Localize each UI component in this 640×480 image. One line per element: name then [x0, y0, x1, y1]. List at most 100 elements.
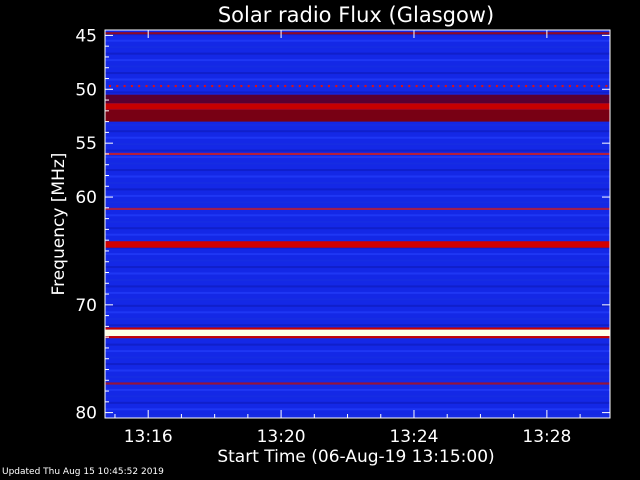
- heatmap-dot: [262, 84, 265, 88]
- heatmap-dot: [401, 84, 403, 88]
- heatmap-texture-stripe: [105, 59, 610, 62]
- heatmap-dot: [196, 84, 199, 88]
- heatmap-dot: [189, 84, 192, 88]
- x-tick-label: 13:28: [522, 427, 571, 447]
- heatmap-texture-stripe: [105, 304, 610, 307]
- heatmap-texture-stripe: [105, 156, 610, 159]
- x-tick-label: 13:16: [124, 427, 173, 447]
- heatmap-texture-stripe: [105, 369, 610, 372]
- heatmap-dot: [495, 84, 498, 88]
- heatmap-dot: [269, 84, 272, 88]
- heatmap-texture-stripe: [105, 220, 610, 223]
- heatmap-dot: [233, 84, 236, 88]
- heatmap-dot: [408, 84, 411, 88]
- heatmap-dot: [109, 84, 111, 88]
- heatmap-band-faint-red: [105, 382, 610, 385]
- heatmap-band-dark-red: [105, 109, 610, 122]
- heatmap-dot: [379, 84, 382, 88]
- heatmap-texture-stripe: [105, 136, 610, 139]
- heatmap-dot: [547, 84, 549, 88]
- heatmap-texture-stripe: [105, 317, 610, 320]
- heatmap-band-red: [105, 336, 610, 339]
- heatmap-texture-stripe: [105, 266, 610, 269]
- heatmap-dot: [605, 84, 608, 88]
- heatmap-texture-stripe: [105, 356, 610, 359]
- heatmap-dot: [430, 84, 433, 88]
- heatmap-band-red: [105, 327, 610, 330]
- heatmap-texture-stripe: [105, 259, 610, 262]
- heatmap-texture-stripe: [105, 91, 610, 94]
- heatmap-texture-stripe: [105, 285, 610, 288]
- heatmap-dot: [598, 84, 601, 88]
- heatmap-dot: [342, 84, 345, 88]
- heatmap-band-red: [105, 103, 610, 110]
- heatmap-texture-stripe: [105, 233, 610, 236]
- heatmap-dot: [320, 84, 323, 88]
- heatmap-dot: [488, 84, 491, 88]
- heatmap-dot: [415, 84, 418, 88]
- heatmap-dot: [276, 84, 279, 88]
- heatmap-texture-stripe: [105, 78, 610, 81]
- heatmap-texture-stripe: [105, 414, 610, 417]
- heatmap-dot: [123, 84, 126, 88]
- heatmap-dot: [437, 84, 440, 88]
- x-tick-label: 13:24: [389, 427, 438, 447]
- heatmap-texture-stripe: [105, 72, 610, 75]
- heatmap-dot: [525, 84, 528, 88]
- heatmap-band-red: [105, 241, 610, 248]
- heatmap-texture-stripe: [105, 408, 610, 411]
- x-tick-label: 13:20: [257, 427, 306, 447]
- heatmap-texture-stripe: [105, 175, 610, 178]
- heatmap-texture-stripe: [105, 143, 610, 146]
- x-axis-title: Start Time (06-Aug-19 13:15:00): [217, 447, 494, 467]
- heatmap-texture-stripe: [105, 375, 610, 378]
- heatmap-texture-stripe: [105, 46, 610, 49]
- heatmap-texture-stripe: [105, 350, 610, 353]
- y-tick-label: 50: [75, 80, 97, 100]
- heatmap-texture-stripe: [105, 388, 610, 391]
- heatmap-texture-stripe: [105, 272, 610, 275]
- heatmap-dot: [503, 84, 506, 88]
- heatmap-texture-stripe: [105, 194, 610, 197]
- heatmap-dot: [466, 84, 469, 88]
- y-tick-label: 55: [75, 134, 97, 154]
- heatmap-dot: [203, 84, 206, 88]
- heatmap-dot: [182, 84, 184, 88]
- heatmap-dot: [138, 84, 141, 88]
- y-tick-label: 45: [75, 26, 97, 46]
- heatmap-texture-stripe: [105, 52, 610, 55]
- heatmap-texture-stripe: [105, 162, 610, 165]
- heatmap-dot: [291, 84, 294, 88]
- heatmap-dot: [145, 84, 148, 88]
- y-tick-label: 70: [75, 296, 97, 316]
- heatmap-dot: [364, 84, 367, 88]
- heatmap-texture-stripe: [105, 188, 610, 191]
- plot-frame: [104, 29, 611, 419]
- heatmap-dot: [576, 84, 579, 88]
- heatmap-dot: [152, 84, 155, 88]
- heatmap-texture-stripe: [105, 130, 610, 133]
- heatmap-dot: [313, 84, 316, 88]
- heatmap-texture-stripe: [105, 324, 610, 327]
- heatmap-dot: [474, 84, 476, 88]
- heatmap-texture-stripe: [105, 291, 610, 294]
- y-tick-label: 80: [75, 404, 97, 424]
- heatmap-texture-stripe: [105, 201, 610, 204]
- heatmap-dot: [386, 84, 389, 88]
- heatmap-texture-stripe: [105, 278, 610, 281]
- heatmap-texture-stripe: [105, 395, 610, 398]
- heatmap-dot: [554, 84, 557, 88]
- heatmap-dot: [561, 84, 564, 88]
- plot-area: [105, 30, 610, 418]
- heatmap-dot: [174, 84, 177, 88]
- heatmap-dot: [393, 84, 396, 88]
- heatmap-band-medium-red: [105, 152, 610, 156]
- heatmap-texture-stripe: [105, 298, 610, 301]
- heatmap-texture-stripe: [105, 214, 610, 217]
- heatmap-dot: [357, 84, 360, 88]
- heatmap-dot: [510, 84, 513, 88]
- heatmap-dot: [371, 84, 374, 88]
- heatmap-texture-stripe: [105, 253, 610, 256]
- heatmap-band-dotted: [109, 84, 608, 88]
